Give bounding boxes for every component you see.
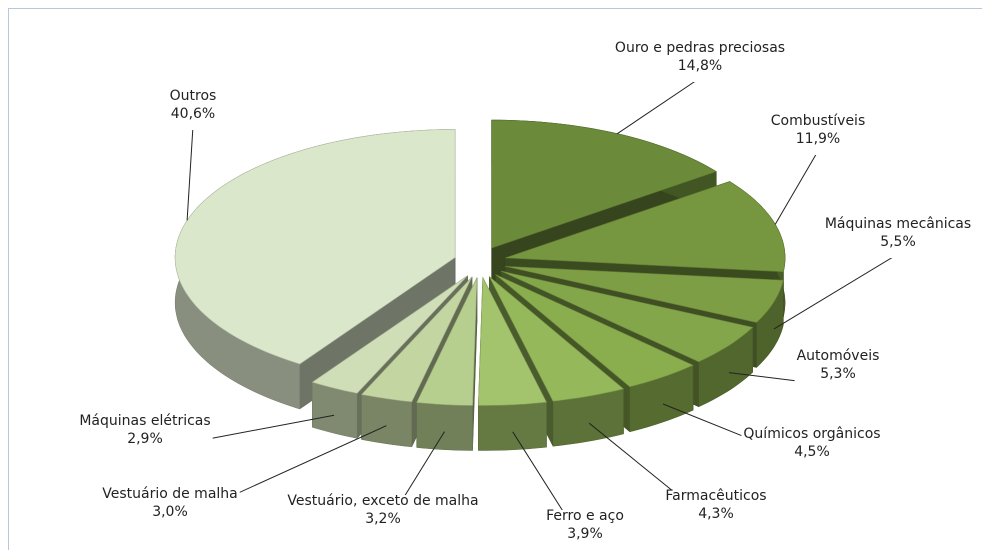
value-label: 5,3% (820, 366, 856, 382)
category-label: Vestuário de malha (102, 486, 238, 502)
label-bg (741, 428, 883, 468)
label-bg (768, 115, 868, 155)
category-label: Automóveis (797, 348, 880, 364)
value-label: 14,8% (678, 58, 722, 74)
leader-line (774, 150, 819, 225)
leader-line (773, 253, 899, 330)
slice-top (416, 277, 478, 406)
slice-top (360, 276, 473, 403)
value-label: 3,2% (365, 511, 401, 527)
leader-line (186, 125, 194, 221)
slice-top (504, 266, 784, 323)
slice-side (361, 394, 413, 448)
category-label: Vestuário, exceto de malha (287, 493, 478, 509)
category-label: Combustíveis (771, 113, 866, 129)
value-label: 11,9% (796, 131, 840, 147)
leader-line (617, 77, 701, 135)
slice-top (489, 276, 625, 402)
label-bg (544, 510, 626, 550)
slice-top (311, 275, 468, 394)
value-label: 4,5% (794, 444, 830, 460)
label-bg (822, 218, 974, 258)
category-label: Farmacêuticos (665, 488, 766, 504)
category-label: Outros (170, 88, 217, 104)
value-label: 3,0% (152, 504, 188, 520)
label-bg (167, 90, 219, 130)
label-bg (794, 350, 882, 390)
category-label: Químicos orgânicos (743, 426, 880, 442)
label-bg (663, 490, 769, 530)
category-label: Máquinas elétricas (79, 413, 210, 429)
value-label: 4,3% (698, 506, 734, 522)
value-label: 2,9% (127, 431, 163, 447)
slice-side (478, 401, 547, 451)
value-label: 3,9% (567, 526, 603, 542)
value-label: 40,6% (171, 106, 215, 122)
slice-top (500, 270, 754, 363)
slice-top (495, 274, 694, 388)
category-label: Ouro e pedras preciosas (615, 40, 785, 56)
category-label: Máquinas mecânicas (825, 216, 971, 232)
label-bg (77, 415, 213, 455)
slice-side (416, 402, 473, 451)
label-bg (285, 495, 481, 535)
category-label: Ferro e aço (546, 508, 624, 524)
label-bg (612, 42, 788, 82)
slice-top (478, 276, 547, 406)
value-label: 5,5% (880, 234, 916, 250)
slice (478, 276, 547, 451)
slice (416, 277, 478, 451)
label-bg (100, 488, 240, 528)
